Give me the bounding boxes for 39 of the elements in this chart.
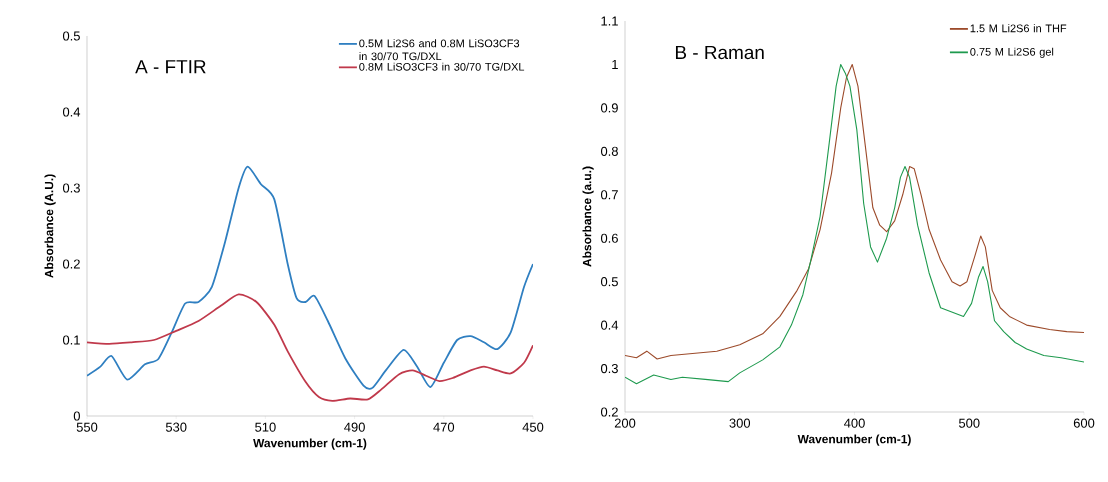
legend-label: 0.75 M Li2S6 gel (970, 47, 1054, 58)
line-series (87, 165, 533, 390)
y-tick-label: 1 (612, 60, 618, 69)
y-tick-label: 0 (73, 411, 80, 421)
y-tick-label: 0.8 (600, 146, 618, 156)
x-axis-title: Wavenumber (cm-1) (253, 438, 367, 450)
x-tick-label: 400 (844, 418, 865, 428)
x-tick-label: 500 (958, 418, 980, 428)
x-tick-label: 530 (165, 422, 187, 432)
y-tick-label: 0.3 (600, 363, 618, 374)
x-tick-label: 490 (344, 422, 365, 432)
x-tick-label: 470 (433, 422, 455, 432)
line-series (87, 293, 533, 402)
legend-label: 1.5 M Li2S6 in THF (970, 24, 1067, 33)
y-tick-label: 0.2 (600, 407, 618, 417)
y-tick-label: 0.2 (62, 259, 80, 269)
y-tick-label: 0.7 (600, 190, 618, 200)
y-axis-title: Absorbance (a.u.) (582, 166, 594, 267)
legend-label: 0.8M LiSO3CF3 in 30/70 TG/DXL (359, 62, 525, 71)
text: B - Raman (675, 45, 764, 60)
text: A - FTIR (135, 60, 206, 74)
y-axis-title: Absorbance (A.U.) (44, 174, 56, 278)
y-tick-label: 1.1 (601, 16, 618, 26)
x-tick-label: 600 (1073, 418, 1095, 428)
y-tick-label: 0.3 (62, 183, 80, 193)
x-axis-title: Wavenumber (cm-1) (797, 434, 911, 446)
x-tick-label: 550 (76, 422, 98, 432)
y-tick-label: 0.6 (600, 233, 618, 243)
x-tick-label: 300 (729, 418, 751, 428)
y-tick-label: 0.9 (600, 103, 618, 113)
y-tick-label: 0.5 (62, 31, 80, 41)
y-tick-label: 0.4 (62, 107, 81, 117)
y-tick-label: 0.1 (62, 335, 80, 345)
y-tick-label: 0.4 (600, 320, 619, 330)
x-tick-label: 510 (255, 422, 276, 432)
x-tick-label: 200 (614, 418, 636, 428)
x-tick-label: 450 (522, 422, 544, 432)
legend-label: 0.5M Li2S6 and 0.8M LiSO3CF3 in 30/70 TG/DXL (359, 39, 520, 61)
y-tick-label: 0.5 (600, 277, 618, 287)
